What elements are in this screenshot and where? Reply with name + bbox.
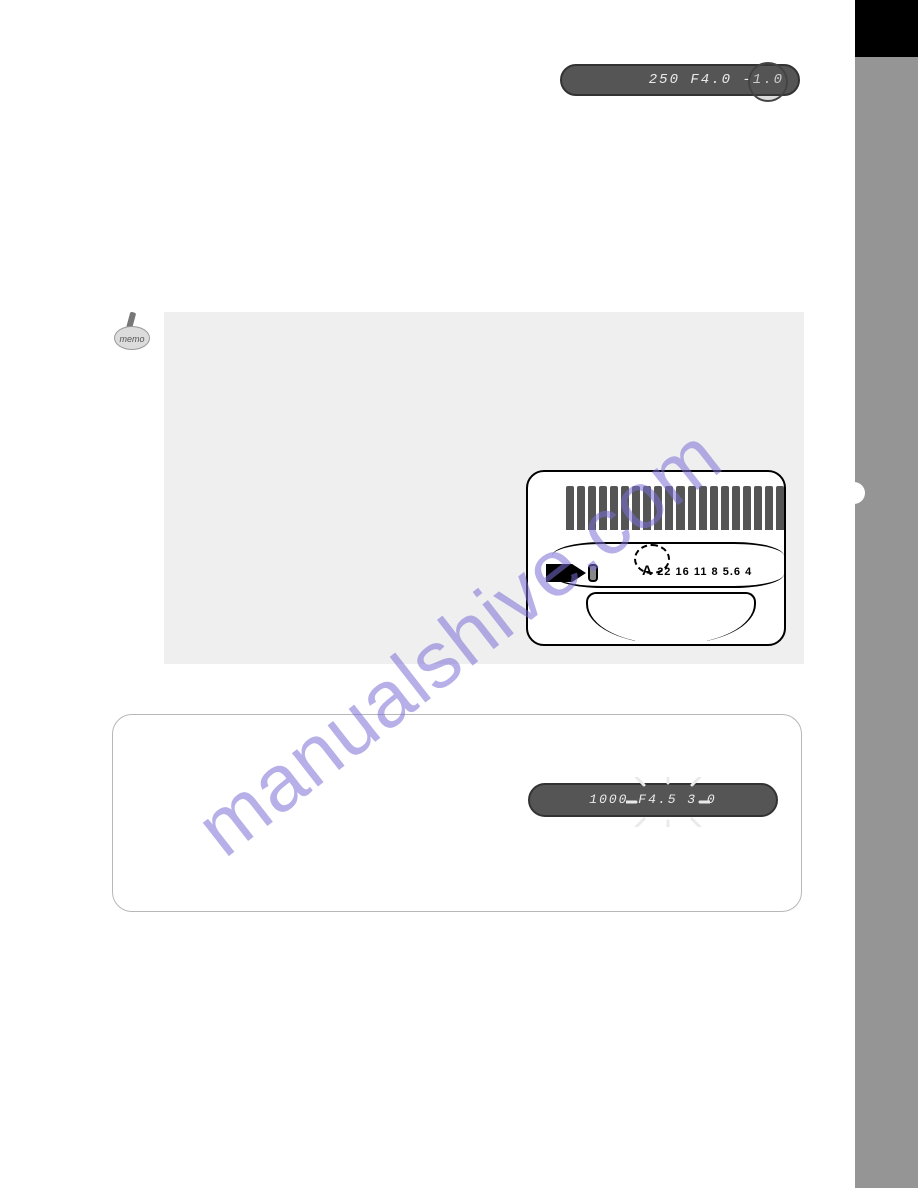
aperture-v1: 16 [676, 566, 690, 578]
exposure-warning-box: 1000 F4.5 3.0 [112, 714, 802, 912]
lens-auto-lock-button [588, 564, 598, 582]
lens-arrow-icon [546, 564, 586, 582]
memo-label: memo [119, 334, 144, 344]
memo-note-box: A 22 16 11 8 5.6 4 [164, 312, 804, 664]
lcd-warn-text: 1000 F4.5 3.0 [589, 792, 716, 807]
aperture-scale-prefix: A [642, 562, 653, 578]
lens-focus-ribs [566, 486, 784, 530]
viewfinder-lcd-warning: 1000 F4.5 3.0 [528, 783, 778, 817]
side-tab-circle [843, 482, 865, 504]
viewfinder-lcd-top: 250 F4.0 -1.0 [560, 64, 800, 96]
top-right-black-block [855, 0, 918, 57]
memo-icon: memo [114, 316, 152, 354]
aperture-v3: 8 [712, 566, 719, 578]
right-side-strip [855, 57, 918, 1188]
lens-aperture-diagram: A 22 16 11 8 5.6 4 [526, 470, 786, 646]
lens-mount [586, 592, 756, 644]
memo-oval: memo [114, 326, 150, 350]
aperture-scale: A 22 16 11 8 5.6 4 [642, 562, 752, 578]
aperture-v5: 4 [745, 566, 752, 578]
aperture-v4: 5.6 [723, 566, 741, 578]
lcd-top-text: 250 F4.0 -1.0 [649, 72, 784, 88]
aperture-v2: 11 [694, 566, 708, 578]
aperture-v0: 22 [657, 566, 671, 578]
